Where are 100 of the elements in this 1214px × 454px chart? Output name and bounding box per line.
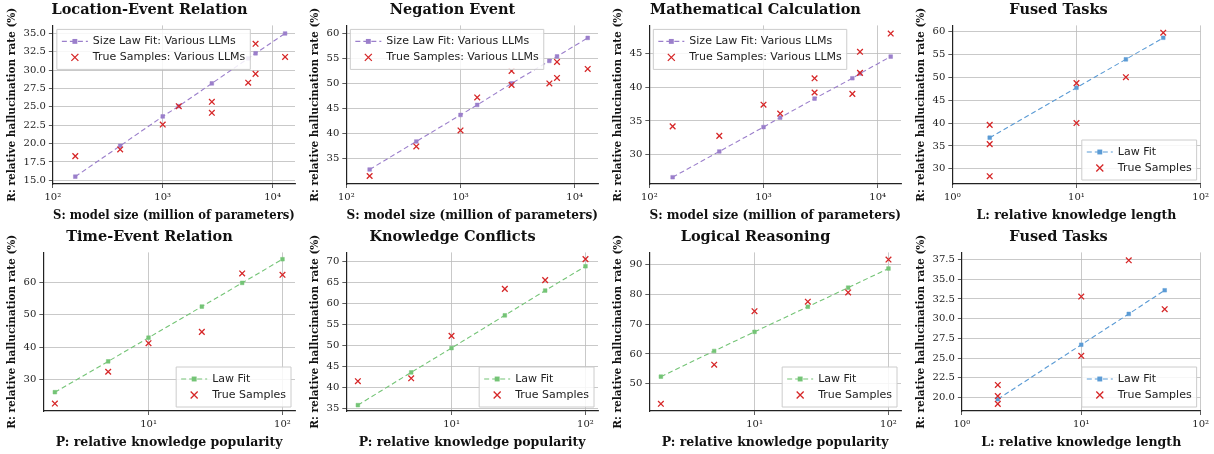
legend-label: Size Law Fit: Various LLMs <box>386 34 530 48</box>
y-tick-label: 70 <box>326 255 340 267</box>
chart-title: Location-Event Relation <box>51 0 249 18</box>
y-tick-label: 60 <box>326 297 340 309</box>
legend-label: True Samples <box>211 387 287 401</box>
y-tick-label: 45 <box>629 46 643 58</box>
y-tick-label: 25.0 <box>23 100 46 112</box>
x-tick-label: 10¹ <box>140 417 157 429</box>
y-tick-label: 30 <box>23 373 37 385</box>
y-tick-label: 22.5 <box>932 371 955 383</box>
y-tick-label: 22.5 <box>23 118 46 130</box>
chart-title: Fused Tasks <box>1009 227 1108 245</box>
legend-label: Law Fit <box>515 371 555 385</box>
y-tick-label: 45 <box>326 360 340 372</box>
x-tick-label: 10¹ <box>1072 417 1090 429</box>
chart-title: Logical Reasoning <box>680 227 831 245</box>
y-tick-label: 35 <box>326 152 340 164</box>
y-tick-label: 55 <box>326 318 340 330</box>
y-axis-title: R: relative hallucination rate (%) <box>611 234 624 429</box>
chart-title: Fused Tasks <box>1009 0 1108 18</box>
chart-title: Time-Event Relation <box>66 227 234 245</box>
y-axis-title: R: relative hallucination rate (%) <box>308 7 321 202</box>
y-tick-label: 30.0 <box>23 63 46 75</box>
x-tick-label: 10³ <box>452 190 469 202</box>
x-tick-label: 10² <box>44 190 62 202</box>
legend-label: True Samples <box>1116 160 1192 174</box>
y-tick-label: 15.0 <box>23 173 46 185</box>
x-tick-label: 10³ <box>154 190 172 202</box>
y-tick-label: 45 <box>326 102 340 114</box>
x-tick-label: 10⁰ <box>943 190 961 202</box>
y-tick-label: 27.5 <box>23 82 46 94</box>
chart-title: Mathematical Calculation <box>650 0 862 18</box>
x-tick-label: 10¹ <box>1068 190 1085 202</box>
y-tick-label: 90 <box>629 257 643 269</box>
y-tick-label: 27.5 <box>932 332 955 343</box>
x-tick-label: 10⁴ <box>869 190 887 202</box>
legend-label: Law Fit <box>818 371 858 385</box>
x-tick-label: 10² <box>274 417 291 429</box>
x-axis-title: P: relative knowledge popularity <box>661 433 890 449</box>
x-tick-label: 10² <box>337 190 355 202</box>
y-tick-label: 35 <box>932 139 946 151</box>
x-tick-label: 10¹ <box>746 417 763 429</box>
y-tick-label: 80 <box>629 287 643 299</box>
y-tick-label: 40 <box>326 381 340 393</box>
y-tick-label: 60 <box>326 27 340 38</box>
legend-label: True Samples: Various LLMs <box>91 50 246 64</box>
y-tick-label: 40 <box>326 127 340 139</box>
legend-label: True Samples: Various LLMs <box>688 50 843 64</box>
y-tick-label: 30.0 <box>932 312 955 324</box>
x-tick-label: 10⁴ <box>264 190 281 202</box>
x-axis-title: S: model size (million of parameters) <box>53 207 295 222</box>
y-tick-label: 50 <box>629 377 643 389</box>
chart-title: Knowledge Conflicts <box>369 227 536 245</box>
x-tick-label: 10² <box>577 417 594 429</box>
y-tick-label: 32.5 <box>23 45 46 57</box>
y-tick-label: 40 <box>932 116 946 128</box>
y-tick-label: 30 <box>932 162 946 174</box>
y-tick-label: 70 <box>629 317 643 329</box>
chart-title: Negation Event <box>389 0 516 18</box>
y-tick-label: 35 <box>629 114 643 126</box>
y-tick-label: 32.5 <box>932 292 955 304</box>
y-tick-label: 60 <box>629 347 643 359</box>
y-tick-label: 40 <box>629 80 643 92</box>
y-axis-title: R: relative hallucination rate (%) <box>5 7 18 202</box>
legend-label: Law Fit <box>212 371 252 385</box>
y-tick-label: 40 <box>23 340 37 352</box>
y-tick-label: 35 <box>326 402 340 414</box>
y-tick-label: 65 <box>326 276 340 288</box>
x-tick-label: 10¹ <box>443 417 460 429</box>
x-tick-label: 10³ <box>755 190 772 202</box>
legend-label: True Samples <box>514 387 590 401</box>
legend-label: Size Law Fit: Various LLMs <box>689 34 833 48</box>
y-axis-title: R: relative hallucination rate (%) <box>914 234 927 429</box>
x-axis-title: P: relative knowledge popularity <box>55 433 284 449</box>
y-tick-label: 50 <box>932 70 946 82</box>
y-tick-label: 35.0 <box>23 27 46 39</box>
y-axis-title: R: relative hallucination rate (%) <box>914 7 927 202</box>
legend-label: True Samples: Various LLMs <box>385 50 540 64</box>
y-tick-label: 17.5 <box>23 155 46 167</box>
x-axis-title: S: model size (million of parameters) <box>649 206 901 222</box>
legend-label: Size Law Fit: Various LLMs <box>92 34 237 48</box>
x-tick-label: 10² <box>1192 190 1209 202</box>
y-tick-label: 60 <box>23 275 37 287</box>
y-tick-label: 50 <box>326 339 340 351</box>
y-axis-title: R: relative hallucination rate (%) <box>308 234 321 429</box>
y-tick-label: 20.0 <box>932 391 955 403</box>
y-tick-label: 30 <box>629 148 643 160</box>
x-axis-title: P: relative knowledge popularity <box>358 433 587 449</box>
y-tick-label: 55 <box>932 47 946 59</box>
x-tick-label: 10⁰ <box>953 417 971 429</box>
y-tick-label: 20.0 <box>23 137 46 149</box>
y-tick-label: 50 <box>326 77 340 89</box>
y-tick-label: 37.5 <box>932 253 955 265</box>
x-axis-title: L: relative knowledge length <box>976 206 1177 222</box>
x-tick-label: 10⁴ <box>566 190 584 202</box>
x-tick-label: 10² <box>1192 417 1209 429</box>
x-axis-title: L: relative knowledge length <box>981 433 1182 449</box>
x-axis-title: S: model size (million of parameters) <box>346 206 598 222</box>
y-tick-label: 55 <box>326 52 340 64</box>
x-tick-label: 10² <box>640 190 658 202</box>
